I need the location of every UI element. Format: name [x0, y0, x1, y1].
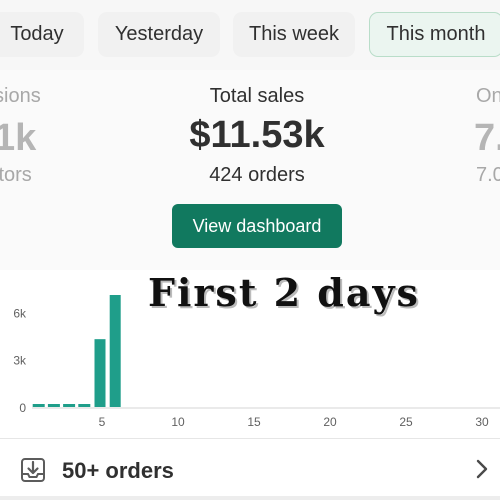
- other-stat-label: On: [476, 85, 500, 107]
- sessions-label: sions: [0, 85, 41, 107]
- y-tick-label: 0: [19, 401, 26, 415]
- x-tick-label: 15: [247, 415, 261, 429]
- tab-this-week[interactable]: This week: [233, 12, 355, 57]
- view-dashboard-button[interactable]: View dashboard: [172, 204, 342, 248]
- bar: [109, 295, 121, 407]
- bar: [78, 404, 91, 407]
- total-sales-value: $11.53k: [189, 114, 325, 156]
- tab-today[interactable]: Today: [0, 12, 84, 57]
- other-stat-subtext: 7.0: [476, 164, 500, 186]
- x-tick-label: 10: [171, 415, 185, 429]
- bar: [32, 404, 45, 407]
- x-tick-label: 20: [323, 415, 337, 429]
- bar: [47, 404, 60, 407]
- bar: [63, 404, 76, 407]
- other-stat-value: 7.: [474, 117, 500, 159]
- sessions-subtext: itors: [0, 164, 32, 186]
- total-sales-label: Total sales: [209, 85, 305, 107]
- orders-row[interactable]: 50+ orders: [0, 438, 500, 500]
- x-tick-label: 25: [399, 415, 413, 429]
- y-tick-label: 3k: [13, 354, 27, 368]
- x-tick-label: 30: [475, 415, 489, 429]
- date-range-tabs: Today Yesterday This week This month: [0, 0, 500, 70]
- sales-chart: 0 3k 6k 5 10 15 20 25 30: [0, 270, 500, 440]
- tab-this-month[interactable]: This month: [369, 12, 500, 57]
- chevron-right-icon[interactable]: [472, 457, 492, 481]
- overlay-caption: First 2 days: [148, 270, 420, 315]
- bar: [94, 339, 106, 407]
- sessions-value: 1k: [0, 117, 37, 159]
- stats-panel: sions 1k itors Total sales $11.53k 424 o…: [0, 70, 500, 270]
- y-tick-label: 6k: [13, 306, 27, 320]
- bottom-divider: [0, 496, 500, 500]
- sales-chart-svg: 0 3k 6k 5 10 15 20 25 30: [13, 295, 500, 429]
- tab-yesterday[interactable]: Yesterday: [98, 12, 220, 57]
- orders-count-label: 50+ orders: [62, 458, 174, 483]
- download-tray-icon: [21, 458, 45, 482]
- total-sales-orders: 424 orders: [209, 164, 305, 186]
- x-tick-label: 5: [99, 415, 106, 429]
